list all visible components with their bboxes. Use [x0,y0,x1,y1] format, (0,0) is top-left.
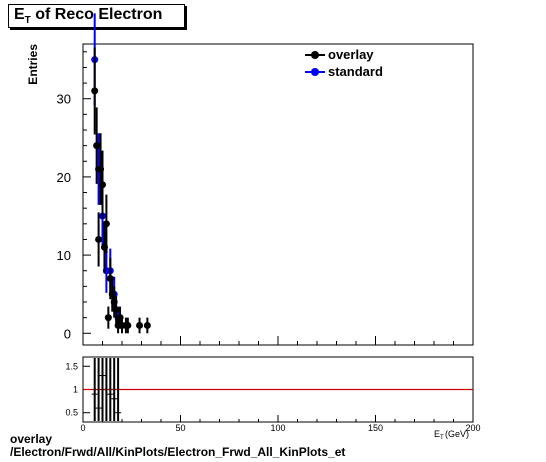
footer-line-2: /Electron/Frwd/All/KinPlots/Electron_Frw… [10,445,346,459]
ratio-points [91,356,122,421]
ratio-x-tick-label: 150 [368,423,383,433]
footer: overlay /Electron/Frwd/All/KinPlots/Elec… [10,433,345,459]
y-tick-label: 0 [64,326,71,341]
overlay-point [136,321,144,329]
legend: overlay standard [305,47,383,79]
legend-standard-label: standard [328,64,383,79]
chart-title-rest: of Reco Electron [30,6,163,23]
legend-overlay-marker [311,51,319,59]
overlay-point [124,321,132,329]
ratio-x-tick-label: 100 [270,423,285,433]
x-axis-label: E T (GeV) [434,429,469,441]
legend-standard-marker [311,68,319,76]
ratio-x-tick-label: 200 [465,423,480,433]
overlay-point [91,87,99,95]
x-axis-label-main: E [434,429,440,439]
y-tick-label: 10 [57,248,71,263]
ratio-axes: 0.5 1 1.5 0 50 100 150 200 [65,361,480,433]
ratio-y-tick-label: 1.5 [65,361,78,371]
footer-line-1: overlay [10,432,53,446]
overlay-point [143,321,151,329]
overlay-point [112,306,120,314]
chart-title: ET of Reco Electron [14,6,162,26]
x-axis-label-sub: T [440,435,444,441]
overlay-point [95,235,103,243]
legend-overlay-label: overlay [328,47,374,62]
title-box: ET of Reco Electron [8,4,185,28]
chart-title-main: E [14,6,25,23]
y-axis-label: Entries [26,44,40,85]
overlay-point [99,181,106,189]
y-tick-label: 30 [57,92,71,107]
main-axes: 0 10 20 30 [57,51,474,345]
main-plot-frame [82,43,474,346]
ratio-y-tick-label: 1 [73,385,78,395]
overlay-point [102,220,110,228]
ratio-x-tick-label: 50 [175,423,185,433]
chart-title-sub: T [24,15,31,27]
ratio-x-tick-label: 0 [80,423,85,433]
ratio-y-tick-label: 0.5 [65,408,78,418]
overlay-point [93,142,101,150]
y-tick-label: 20 [57,170,71,185]
x-axis-label-unit: (GeV) [445,429,469,439]
overlay-point [104,314,112,322]
series-overlay [91,47,151,334]
